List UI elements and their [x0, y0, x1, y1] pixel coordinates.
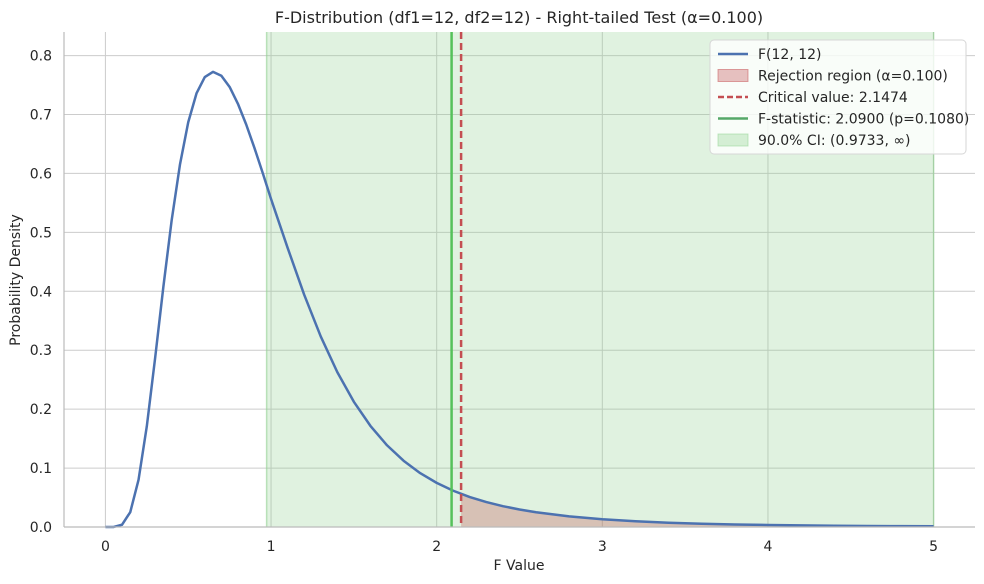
- legend-swatch: [717, 69, 749, 82]
- legend-box: [709, 39, 967, 155]
- x-tick-label: 1: [267, 539, 276, 555]
- x-axis-label: F Value: [494, 558, 545, 574]
- legend-swatch: [717, 133, 749, 147]
- y-tick-label: 0.7: [30, 108, 52, 124]
- y-axis-label: Probability Density: [8, 214, 24, 346]
- y-tick-label: 0.1: [30, 461, 52, 477]
- legend-label: F(12, 12): [758, 47, 822, 63]
- y-tick-label: 0.4: [30, 284, 52, 300]
- x-tick-label: 4: [763, 539, 772, 555]
- y-tick-label: 0.0: [30, 520, 52, 536]
- x-tick-label: 5: [929, 539, 938, 555]
- legend: F(12, 12) Rejection region (α=0.100) Criti…: [709, 39, 969, 155]
- legend-label: Rejection region (α=0.100): [758, 69, 948, 85]
- x-axis-ticks: 0 1 2 3 4 5: [101, 539, 938, 555]
- y-tick-label: 0.6: [30, 166, 52, 182]
- f-density-curve: [105, 70, 934, 529]
- y-tick-label: 0.5: [30, 225, 52, 241]
- x-tick-label: 2: [432, 539, 441, 555]
- legend-label: Critical value: 2.1474: [758, 90, 908, 106]
- legend-label: F-statistic: 2.0900 (p=0.1080): [758, 112, 969, 128]
- x-tick-label: 0: [101, 539, 110, 555]
- y-axis-ticks: 0.0 0.1 0.2 0.3 0.4 0.5 0.6 0.7 0.8: [30, 49, 52, 536]
- rejection-region: [461, 493, 934, 527]
- y-tick-label: 0.2: [30, 402, 52, 418]
- chart-title: F-Distribution (df1=12, df2=12) - Right-…: [275, 8, 763, 27]
- x-tick-label: 3: [598, 539, 607, 555]
- y-tick-label: 0.8: [30, 49, 52, 65]
- legend-label: 90.0% CI: (0.9733, ∞): [758, 133, 910, 149]
- y-tick-label: 0.3: [30, 343, 52, 359]
